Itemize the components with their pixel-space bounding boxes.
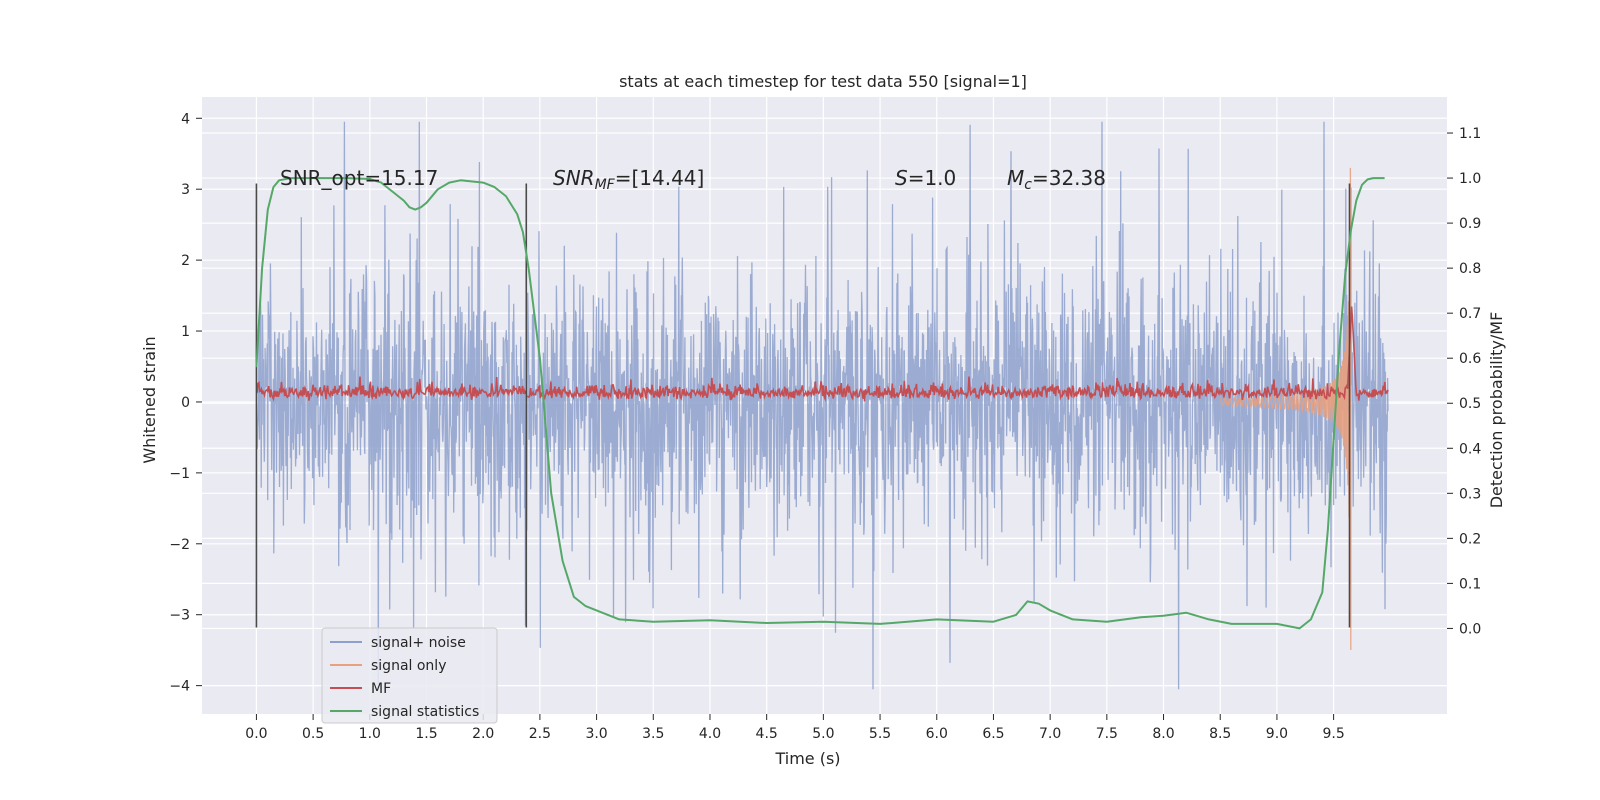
y2-tick-label: 0.5: [1459, 396, 1481, 412]
y-tick-labels: 4 3 2 1 0 −1 −2 −3 −4: [169, 111, 202, 695]
line-signal-noise: [255, 121, 1389, 690]
x-tick-label: 1.0: [359, 726, 381, 742]
s-label: S: [895, 166, 908, 190]
x-tick-label: 0.0: [245, 726, 267, 742]
y2-tick-label: 0.4: [1459, 441, 1481, 457]
y2-tick-label: 0.9: [1459, 216, 1481, 232]
line-signal-statistics: [255, 177, 1385, 630]
y-tick-label: 2: [181, 253, 190, 269]
x-tick-label: 1.5: [415, 726, 437, 742]
annotation-snr-mf: SNRMF=[14.44]: [553, 166, 704, 193]
y2-tick-label: 0.1: [1459, 576, 1481, 592]
y2-tick-label: 0.6: [1459, 351, 1481, 367]
x-tick-label: 5.0: [812, 726, 834, 742]
snr-mf-base: SNR: [553, 166, 595, 190]
series-signal-statistics: [255, 177, 1385, 630]
y-tick-label: 4: [181, 111, 190, 127]
y-tick-label: 3: [181, 182, 190, 198]
snr-mf-rest: =[14.44]: [615, 166, 705, 190]
y-tick-label: 1: [181, 324, 190, 340]
y2-tick-label: 0.2: [1459, 531, 1481, 547]
y-tick-label: −1: [169, 466, 190, 482]
x-tick-label: 6.0: [926, 726, 948, 742]
y-tick-label: −4: [169, 679, 190, 695]
annotation-mc: Mc=32.38: [1007, 166, 1106, 193]
x-tick-label: 3.5: [642, 726, 664, 742]
mc-base: M: [1007, 166, 1024, 190]
x-tick-label: 9.0: [1266, 726, 1288, 742]
x-tick-label: 8.5: [1209, 726, 1231, 742]
x-axis-label: Time (s): [774, 749, 840, 768]
x-tick-label: 4.0: [699, 726, 721, 742]
y2-tick-label: 0.0: [1459, 621, 1481, 637]
mc-rest: =32.38: [1032, 166, 1106, 190]
x-tick-label: 5.5: [869, 726, 891, 742]
y2-tick-labels: 1.1 1.0 0.9 0.8 0.7 0.6 0.5 0.4 0.3 0.2 0.1 0.0: [1447, 126, 1481, 637]
x-tick-label: 9.5: [1322, 726, 1344, 742]
x-tick-label: 2.5: [529, 726, 551, 742]
y2-tick-label: 0.8: [1459, 261, 1481, 277]
y2-tick-label: 0.3: [1459, 486, 1481, 502]
legend-box: [321, 627, 498, 724]
annotation-s: S=1.0: [895, 166, 956, 190]
y2-axis-label: Detection probability/MF: [1487, 312, 1506, 509]
x-tick-label: 3.0: [585, 726, 607, 742]
y2-tick-label: 1.0: [1459, 171, 1481, 187]
annotation-snr-opt: SNR_opt=15.17: [280, 166, 438, 190]
y2-tick-label: 0.7: [1459, 306, 1481, 322]
y-tick-label: −2: [169, 537, 190, 553]
x-tick-label: 2.0: [472, 726, 494, 742]
legend-label-signal-noise: signal+ noise: [371, 635, 466, 651]
legend: signal+ noise signal only MF signal stat…: [321, 627, 498, 724]
legend-label-signal-only: signal only: [371, 658, 446, 674]
x-tick-label: 7.5: [1096, 726, 1118, 742]
mc-sub: c: [1024, 177, 1032, 193]
chart-title: stats at each timestep for test data 550…: [619, 72, 1027, 91]
x-tick-label: 8.0: [1152, 726, 1174, 742]
y2-tick-label: 1.1: [1459, 126, 1481, 142]
s-rest: =1.0: [908, 166, 957, 190]
x-tick-labels: 0.0 0.5 1.0 1.5 2.0 2.5 3.0 3.5 4.0 4.5 5.0 5.5 6.0 6…: [245, 714, 1345, 742]
x-tick-label: 0.5: [302, 726, 324, 742]
line-mf: [255, 306, 1389, 402]
snr-mf-sub: MF: [595, 177, 616, 193]
x-tick-label: 7.0: [1039, 726, 1061, 742]
series-signal-noise: [255, 121, 1389, 690]
series-mf: [255, 306, 1389, 402]
x-tick-label: 4.5: [756, 726, 778, 742]
legend-label-mf: MF: [371, 681, 391, 697]
y-tick-label: −3: [169, 608, 190, 624]
annotations: SNR_opt=15.17 SNRMF=[14.44] S=1.0 Mc=32.…: [280, 166, 1106, 193]
y-tick-label: 0: [181, 395, 190, 411]
y-axis-label: Whitened strain: [140, 336, 159, 463]
legend-label-signal-statistics: signal statistics: [371, 704, 479, 720]
x-tick-label: 6.5: [982, 726, 1004, 742]
